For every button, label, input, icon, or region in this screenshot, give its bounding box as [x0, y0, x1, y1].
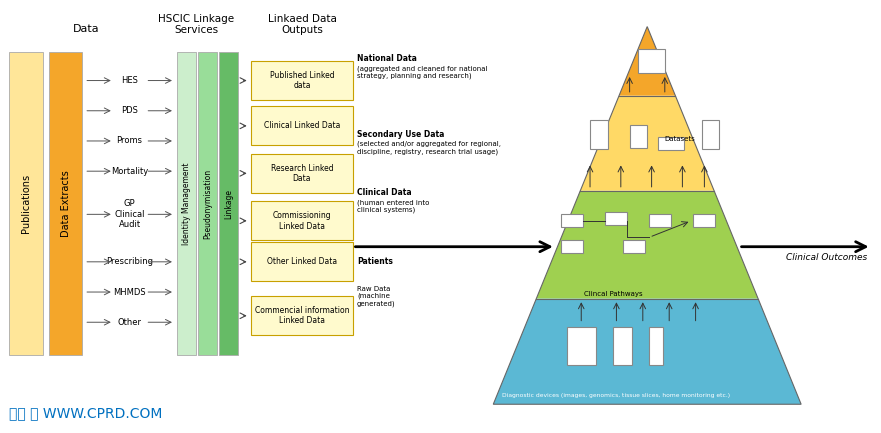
FancyBboxPatch shape: [10, 52, 43, 355]
FancyBboxPatch shape: [605, 212, 627, 225]
Text: Prescribing: Prescribing: [106, 257, 153, 266]
Text: Clinical Data: Clinical Data: [357, 188, 411, 197]
Polygon shape: [493, 298, 801, 404]
FancyBboxPatch shape: [251, 296, 352, 335]
Text: National Data: National Data: [357, 54, 417, 63]
FancyBboxPatch shape: [623, 240, 645, 253]
Text: (aggregated and cleaned for national
strategy, planning and research): (aggregated and cleaned for national str…: [357, 65, 487, 79]
FancyBboxPatch shape: [251, 242, 352, 281]
FancyBboxPatch shape: [251, 61, 352, 100]
Text: PDS: PDS: [121, 106, 138, 115]
FancyBboxPatch shape: [649, 214, 671, 227]
FancyBboxPatch shape: [251, 201, 352, 240]
Text: Proms: Proms: [116, 136, 143, 145]
Text: MHMDS: MHMDS: [114, 288, 146, 297]
Text: Raw Data
(machine
generated): Raw Data (machine generated): [357, 286, 396, 307]
Text: Secondary Use Data: Secondary Use Data: [357, 130, 444, 139]
FancyBboxPatch shape: [658, 137, 685, 149]
Text: Clincal Pathways: Clincal Pathways: [584, 291, 642, 297]
Text: Patients: Patients: [357, 257, 393, 266]
Text: GP
Clinical
Audit: GP Clinical Audit: [115, 200, 144, 229]
FancyBboxPatch shape: [649, 326, 663, 365]
FancyBboxPatch shape: [639, 49, 665, 73]
Text: Diagnostic devices (images, genomics, tissue slices, home monitoring etc.): Diagnostic devices (images, genomics, ti…: [502, 393, 730, 398]
FancyBboxPatch shape: [197, 52, 217, 355]
Text: (selected and/or aggregated for regional,
discipline, registry, research trial u: (selected and/or aggregated for regional…: [357, 141, 501, 155]
Text: Clinical Outcomes: Clinical Outcomes: [786, 253, 867, 262]
Text: HSCIC Linkage
Services: HSCIC Linkage Services: [158, 13, 234, 35]
Text: Other: Other: [117, 318, 142, 327]
Text: Other Linked Data: Other Linked Data: [267, 257, 337, 266]
FancyBboxPatch shape: [566, 326, 596, 365]
Polygon shape: [581, 96, 714, 191]
Text: Commissioning
Linked Data: Commissioning Linked Data: [272, 211, 331, 230]
Polygon shape: [537, 191, 758, 298]
FancyBboxPatch shape: [702, 120, 720, 149]
Text: Published Linked
data: Published Linked data: [270, 71, 334, 90]
Text: Mortality: Mortality: [111, 167, 148, 176]
Text: Research Linked
Data: Research Linked Data: [270, 164, 333, 183]
Text: Linkage: Linkage: [224, 188, 233, 219]
Text: Clinical Linked Data: Clinical Linked Data: [263, 121, 340, 130]
FancyBboxPatch shape: [630, 126, 648, 148]
Text: Identity Management: Identity Management: [181, 162, 191, 245]
Text: HES: HES: [121, 76, 138, 85]
FancyBboxPatch shape: [218, 52, 238, 355]
Text: Pseudonymisation: Pseudonymisation: [203, 168, 212, 239]
FancyBboxPatch shape: [251, 107, 352, 145]
FancyBboxPatch shape: [49, 52, 83, 355]
FancyBboxPatch shape: [251, 154, 352, 193]
FancyBboxPatch shape: [561, 214, 583, 227]
Text: Linkaed Data
Outputs: Linkaed Data Outputs: [268, 13, 337, 35]
Text: (human entered into
clinical systems): (human entered into clinical systems): [357, 199, 429, 213]
FancyBboxPatch shape: [176, 52, 196, 355]
Text: Data Extracts: Data Extracts: [61, 170, 70, 237]
FancyBboxPatch shape: [561, 240, 583, 253]
FancyBboxPatch shape: [613, 326, 633, 365]
Text: Data: Data: [73, 24, 100, 34]
Polygon shape: [619, 26, 676, 96]
FancyBboxPatch shape: [693, 214, 715, 227]
FancyBboxPatch shape: [590, 120, 608, 149]
Text: Datasets: Datasets: [665, 136, 696, 142]
Text: 자료 ： WWW.CPRD.COM: 자료 ： WWW.CPRD.COM: [10, 406, 163, 420]
Text: Publications: Publications: [21, 174, 31, 233]
Text: Commencial information
Linked Data: Commencial information Linked Data: [255, 306, 349, 326]
